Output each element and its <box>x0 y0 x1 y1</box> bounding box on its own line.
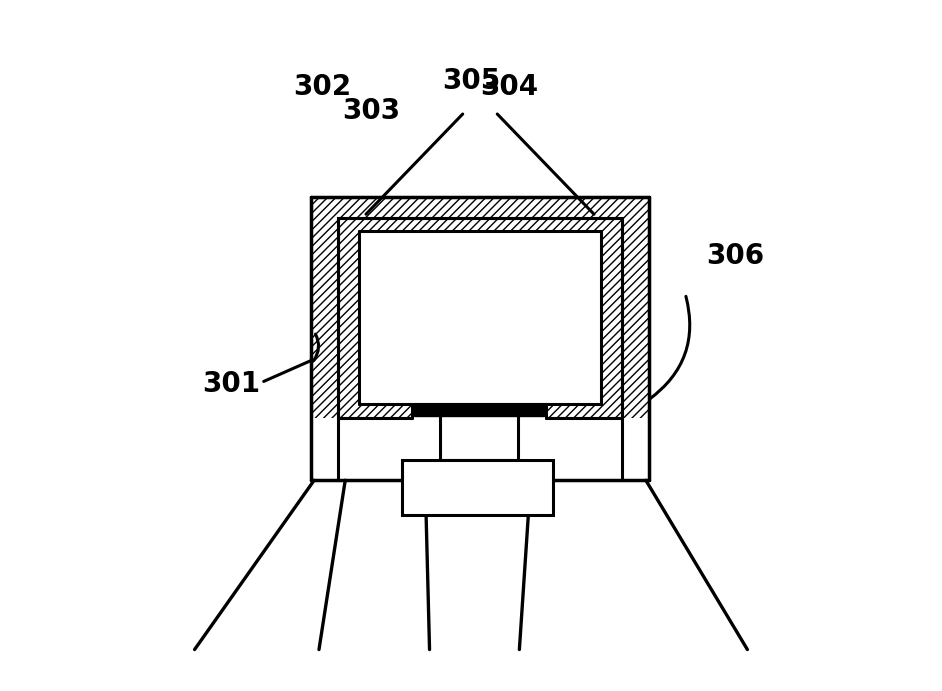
Text: 301: 301 <box>203 370 260 397</box>
Polygon shape <box>359 231 601 404</box>
Polygon shape <box>440 404 518 478</box>
Text: 302: 302 <box>293 73 351 101</box>
Polygon shape <box>340 418 411 478</box>
Text: 306: 306 <box>706 242 764 269</box>
Polygon shape <box>338 218 622 418</box>
Text: 304: 304 <box>479 73 538 101</box>
Polygon shape <box>413 404 545 478</box>
Polygon shape <box>311 418 338 480</box>
Polygon shape <box>414 404 544 416</box>
Polygon shape <box>622 418 649 480</box>
Polygon shape <box>338 418 622 480</box>
Polygon shape <box>338 218 622 418</box>
Polygon shape <box>311 197 649 480</box>
Polygon shape <box>402 460 553 515</box>
Polygon shape <box>547 418 620 478</box>
Text: 305: 305 <box>442 67 500 95</box>
Text: 303: 303 <box>342 97 399 125</box>
